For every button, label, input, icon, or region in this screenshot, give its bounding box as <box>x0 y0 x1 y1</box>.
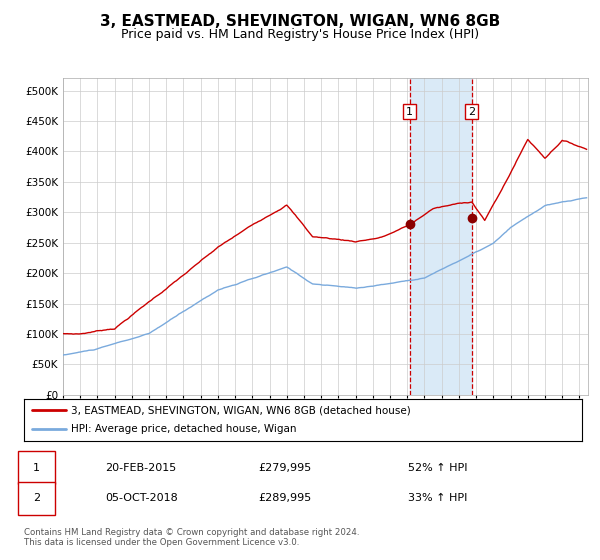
Bar <box>409 78 472 395</box>
Text: 20-FEB-2015: 20-FEB-2015 <box>105 463 176 473</box>
Text: 1: 1 <box>406 106 413 116</box>
Text: 3, EASTMEAD, SHEVINGTON, WIGAN, WN6 8GB (detached house): 3, EASTMEAD, SHEVINGTON, WIGAN, WN6 8GB … <box>71 405 411 415</box>
Text: £279,995: £279,995 <box>258 463 311 473</box>
Text: Contains HM Land Registry data © Crown copyright and database right 2024.
This d: Contains HM Land Registry data © Crown c… <box>24 528 359 547</box>
Text: 05-OCT-2018: 05-OCT-2018 <box>105 493 178 503</box>
Text: 52% ↑ HPI: 52% ↑ HPI <box>408 463 467 473</box>
Text: 2: 2 <box>468 106 475 116</box>
Text: 3, EASTMEAD, SHEVINGTON, WIGAN, WN6 8GB: 3, EASTMEAD, SHEVINGTON, WIGAN, WN6 8GB <box>100 14 500 29</box>
Text: £289,995: £289,995 <box>258 493 311 503</box>
Text: HPI: Average price, detached house, Wigan: HPI: Average price, detached house, Wiga… <box>71 424 297 435</box>
Text: 1: 1 <box>33 463 40 473</box>
Text: 33% ↑ HPI: 33% ↑ HPI <box>408 493 467 503</box>
Text: 2: 2 <box>33 493 40 503</box>
Text: Price paid vs. HM Land Registry's House Price Index (HPI): Price paid vs. HM Land Registry's House … <box>121 28 479 41</box>
